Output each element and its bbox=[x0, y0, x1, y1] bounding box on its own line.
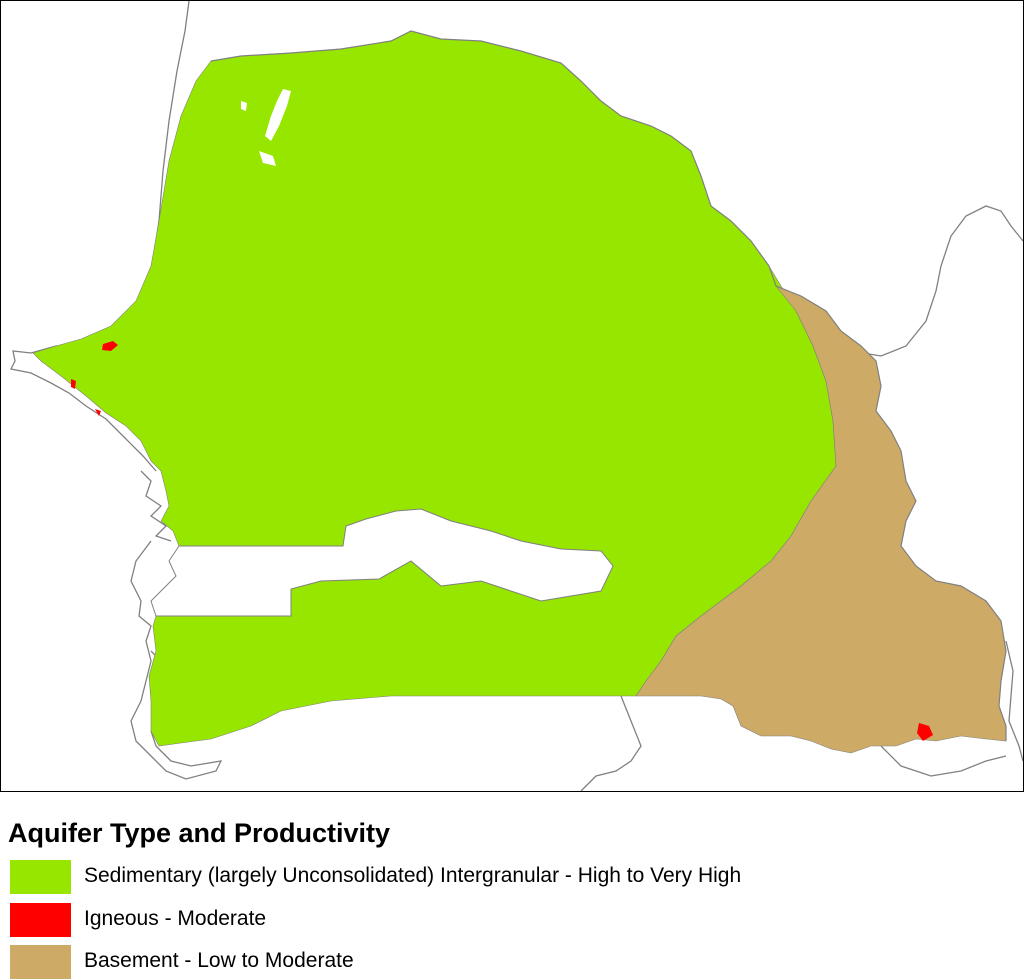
map-panel[interactable] bbox=[0, 0, 1024, 792]
igneous-patch-coast-1 bbox=[71, 379, 76, 389]
legend-label-basement: Basement - Low to Moderate bbox=[84, 949, 354, 972]
lakes bbox=[241, 89, 291, 166]
map-canvas bbox=[10, 1, 1023, 791]
mali-border-south bbox=[1005, 640, 1023, 762]
legend-swatch-basement bbox=[10, 945, 71, 979]
legend-swatch-igneous bbox=[10, 903, 71, 937]
igneous-patches bbox=[71, 341, 933, 741]
guinea-bissau-coast bbox=[130, 700, 223, 780]
cape-verde-coast bbox=[10, 345, 157, 472]
gambia-enclave bbox=[150, 508, 614, 617]
igneous-patch-cap-vert bbox=[102, 341, 118, 351]
guinea-border-east bbox=[880, 745, 1007, 777]
lake-small bbox=[259, 151, 276, 166]
senegal-outline bbox=[210, 30, 1007, 741]
igneous-patch-southeast bbox=[917, 723, 933, 741]
guinea-border bbox=[580, 695, 642, 791]
legend-label-igneous: Igneous - Moderate bbox=[84, 907, 267, 930]
legend-label-sedimentary: Sedimentary (largely Unconsolidated) Int… bbox=[84, 864, 742, 887]
lake-guiers bbox=[265, 89, 291, 141]
legend-swatch-sedimentary bbox=[10, 860, 71, 894]
lake-tiny bbox=[241, 101, 247, 111]
igneous-patch-coast-2 bbox=[95, 409, 101, 416]
gambia-coast-north bbox=[130, 540, 152, 702]
legend-title: Aquifer Type and Productivity bbox=[8, 818, 391, 848]
